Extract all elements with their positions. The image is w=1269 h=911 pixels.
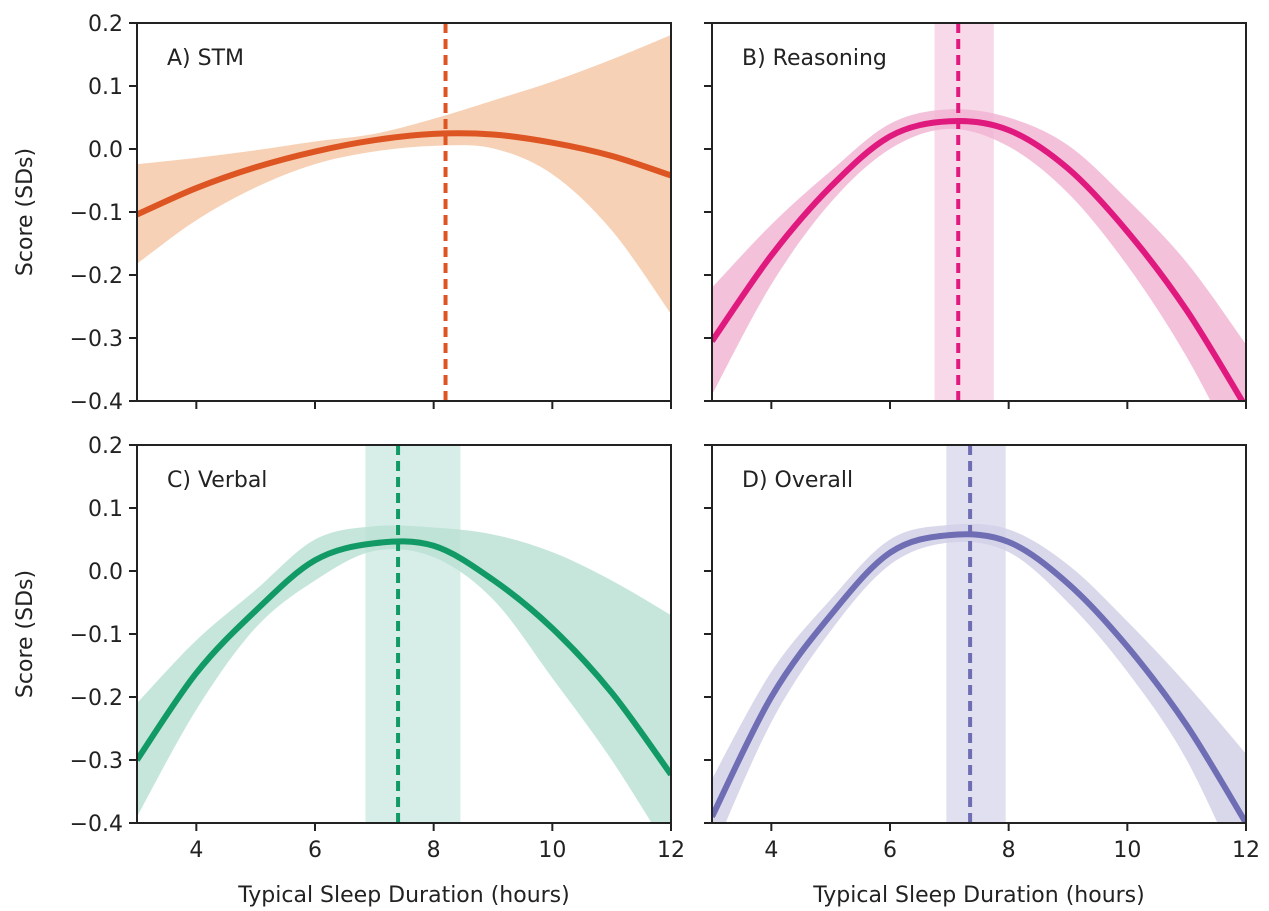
y-tick-label: 0.0 [88,560,123,585]
x-tick-label: 8 [1002,838,1016,863]
panel-label: C) Verbal [167,468,267,493]
y-axis-title-top: Score (SDs) [13,148,38,276]
plot-area [137,23,671,401]
peak-ci-band [365,445,461,823]
x-tick-label: 4 [189,838,203,863]
series-line [137,130,671,218]
x-tick-label: 12 [1232,838,1260,863]
x-tick-label: 10 [1113,838,1141,863]
x-tick-label: 8 [427,838,441,863]
y-tick-label: −0.1 [70,623,123,648]
x-tick-label: 6 [308,838,322,863]
confidence-band [712,109,1246,401]
y-tick-label: 0.1 [88,497,123,522]
x-tick-label: 4 [764,838,778,863]
plot-area [712,23,1246,401]
y-tick-label: −0.2 [70,686,123,711]
y-tick-label: −0.3 [70,327,123,352]
y-tick-label: −0.1 [70,201,123,226]
series-line [712,531,1246,823]
x-tick-label: 6 [883,838,897,863]
y-tick-label: 0.2 [88,12,123,37]
peak-ci-band [946,445,1006,823]
panel-1: B) Reasoning [704,22,1247,409]
y-tick-label: 0.2 [88,434,123,459]
confidence-band [137,34,671,315]
panel-label: B) Reasoning [742,46,887,71]
y-axis-title-bottom: Score (SDs) [13,570,38,698]
y-tick-label: −0.2 [70,264,123,289]
panel-label: D) Overall [742,468,853,493]
peak-ci-band [934,23,994,401]
plot-area [137,445,671,823]
y-tick-label: 0.0 [88,138,123,163]
series-line [137,538,671,777]
panel-0: −0.4 −0.3 −0.2 −0.1 0.0 0.1 0.2 A) STM [70,12,672,415]
panel-label: A) STM [167,46,244,71]
panels: −0.4 −0.3 −0.2 −0.1 0.0 0.1 0.2 A) STM B) Reason… [70,12,1260,863]
x-axis-title-right: Typical Sleep Duration (hours) [812,883,1144,908]
plot-area [712,445,1246,823]
panel-2: −0.4 −0.3 −0.2 −0.1 0.0 0.1 0.2 4 6 8 10 12 C) Verba… [70,434,685,863]
x-tick-label: 10 [538,838,566,863]
x-tick-label: 12 [657,838,685,863]
y-tick-label: −0.4 [70,390,123,415]
x-axis-title-left: Typical Sleep Duration (hours) [237,883,569,908]
series-line [712,118,1246,401]
y-tick-label: 0.1 [88,75,123,100]
y-tick-label: −0.4 [70,812,123,837]
panel-3: 4 6 8 10 12 D) Overall [704,444,1260,863]
y-tick-label: −0.3 [70,749,123,774]
